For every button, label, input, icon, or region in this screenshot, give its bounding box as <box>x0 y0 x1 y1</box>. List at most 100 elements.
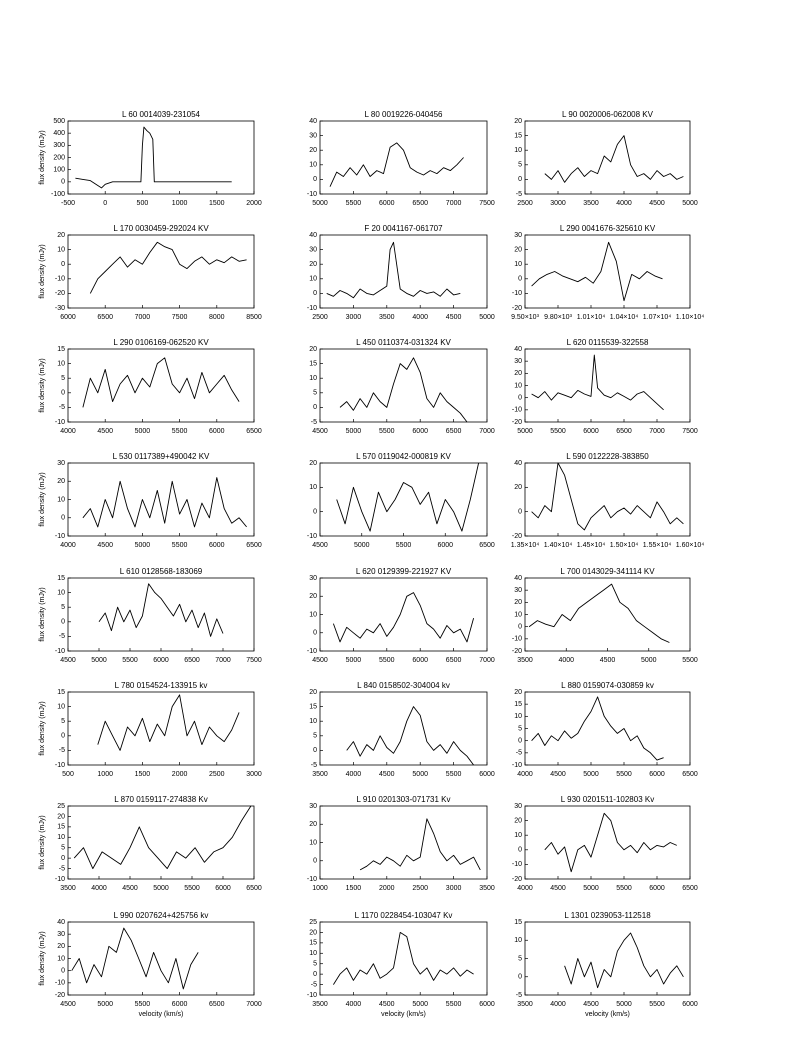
x-tick-label: 1.10×10⁴ <box>676 314 705 321</box>
x-tick-label: 6000 <box>60 314 76 321</box>
spectrum-line <box>73 805 252 870</box>
plot-frame <box>319 120 488 195</box>
panel-title: L 1301 0239053-112518 <box>564 911 651 920</box>
x-tick-label: 6500 <box>412 200 428 207</box>
x-tick-label: 1.45×10⁴ <box>577 542 606 549</box>
x-tick-label: 1.04×10⁴ <box>610 314 639 321</box>
x-tick-label: 7000 <box>135 314 151 321</box>
y-tick-label: 20 <box>514 370 522 377</box>
plot-frame <box>319 234 488 309</box>
y-tick-label: 10 <box>514 147 522 154</box>
y-tick-label: 30 <box>309 803 317 810</box>
y-tick-label: 10 <box>57 589 65 596</box>
y-tick-label: 15 <box>309 703 317 710</box>
x-tick-label: 3500 <box>312 771 328 778</box>
x-tick-label: 2000 <box>172 771 188 778</box>
spectrum-line <box>329 142 464 187</box>
y-tick-label: 5 <box>313 733 317 740</box>
x-tick-label: 6500 <box>209 1001 225 1008</box>
y-tick-label: -5 <box>59 633 65 640</box>
plot-frame <box>319 691 488 766</box>
x-tick-label: 9.80×10³ <box>544 314 572 321</box>
spectrum-line <box>531 696 664 761</box>
x-tick-label: 6000 <box>379 200 395 207</box>
x-tick-label: 5000 <box>135 542 151 549</box>
y-tick-label: 0 <box>61 515 65 522</box>
y-tick-label: 0 <box>313 630 317 637</box>
x-tick-label: 5500 <box>172 542 188 549</box>
x-tick-label: 4500 <box>60 1001 76 1008</box>
plot-frame <box>67 348 255 423</box>
y-axis-label: flux density (mJy) <box>39 358 46 412</box>
y-tick-label: 10 <box>309 611 317 618</box>
x-tick-label: 5500 <box>550 428 566 435</box>
y-tick-label: 40 <box>309 232 317 239</box>
y-tick-label: -5 <box>516 992 522 999</box>
y-tick-label: 30 <box>309 246 317 253</box>
y-tick-label: -5 <box>59 865 65 872</box>
plot-frame <box>524 348 691 423</box>
y-tick-label: 10 <box>309 950 317 957</box>
x-tick-label: 5500 <box>135 1001 151 1008</box>
y-tick-label: 30 <box>514 358 522 365</box>
y-tick-label: -10 <box>307 191 317 198</box>
y-tick-label: -10 <box>55 980 65 987</box>
y-axis-label: flux density (mJy) <box>39 587 46 641</box>
x-tick-label: 7500 <box>682 428 698 435</box>
y-tick-label: -10 <box>307 305 317 312</box>
x-tick-label: 3500 <box>60 885 76 892</box>
x-tick-label: 4000 <box>550 1001 566 1008</box>
y-tick-label: -10 <box>307 533 317 540</box>
panel-title: L 700 0143029-341114 KV <box>560 567 655 576</box>
y-tick-label: 10 <box>514 261 522 268</box>
panel-title: F 20 0041167-061707 <box>364 224 443 233</box>
spectrum-line <box>333 931 474 985</box>
y-tick-label: 20 <box>514 118 522 125</box>
y-tick-label: 40 <box>514 460 522 467</box>
x-axis-label: velocity (km/s) <box>381 1011 426 1018</box>
spectrum-line <box>531 462 684 531</box>
y-tick-label: 5 <box>518 162 522 169</box>
y-tick-label: -10 <box>55 762 65 769</box>
x-tick-label: 1.50×10⁴ <box>610 542 639 549</box>
x-tick-label: 2000 <box>246 200 262 207</box>
y-tick-label: 30 <box>57 931 65 938</box>
y-tick-label: 20 <box>57 943 65 950</box>
x-tick-label: 1500 <box>209 200 225 207</box>
x-tick-label: 6000 <box>412 657 428 664</box>
x-tick-label: 4500 <box>312 657 328 664</box>
y-tick-label: -10 <box>55 876 65 883</box>
x-tick-label: 1.01×10⁴ <box>577 314 606 321</box>
y-tick-label: 10 <box>514 937 522 944</box>
y-tick-label: 5 <box>61 375 65 382</box>
y-tick-label: -5 <box>311 419 317 426</box>
y-tick-label: 20 <box>309 261 317 268</box>
x-tick-label: 1500 <box>346 885 362 892</box>
x-tick-label: 5000 <box>354 542 370 549</box>
y-tick-label: 15 <box>57 346 65 353</box>
plot-frame <box>67 462 255 537</box>
y-tick-label: 0 <box>61 968 65 975</box>
y-tick-label: 20 <box>309 689 317 696</box>
y-tick-label: 20 <box>514 484 522 491</box>
plot-frame <box>67 805 255 880</box>
x-tick-label: 7500 <box>246 657 262 664</box>
x-tick-label: 7500 <box>172 314 188 321</box>
y-tick-label: 10 <box>57 360 65 367</box>
y-tick-label: -10 <box>55 648 65 655</box>
x-tick-label: 5500 <box>446 1001 462 1008</box>
x-tick-label: 5000 <box>641 657 657 664</box>
x-tick-label: 500 <box>137 200 149 207</box>
x-tick-label: 1.40×10⁴ <box>544 542 573 549</box>
spectrum-line <box>339 357 468 423</box>
y-tick-label: 100 <box>53 167 65 174</box>
y-tick-label: 0 <box>313 858 317 865</box>
y-tick-label: 15 <box>514 701 522 708</box>
x-tick-label: 6000 <box>479 771 495 778</box>
y-tick-label: -5 <box>516 750 522 757</box>
x-tick-label: 4500 <box>97 428 113 435</box>
x-tick-label: 5000 <box>153 885 169 892</box>
spectrum-line <box>346 706 474 766</box>
x-tick-label: 2000 <box>379 885 395 892</box>
y-tick-label: 20 <box>309 929 317 936</box>
